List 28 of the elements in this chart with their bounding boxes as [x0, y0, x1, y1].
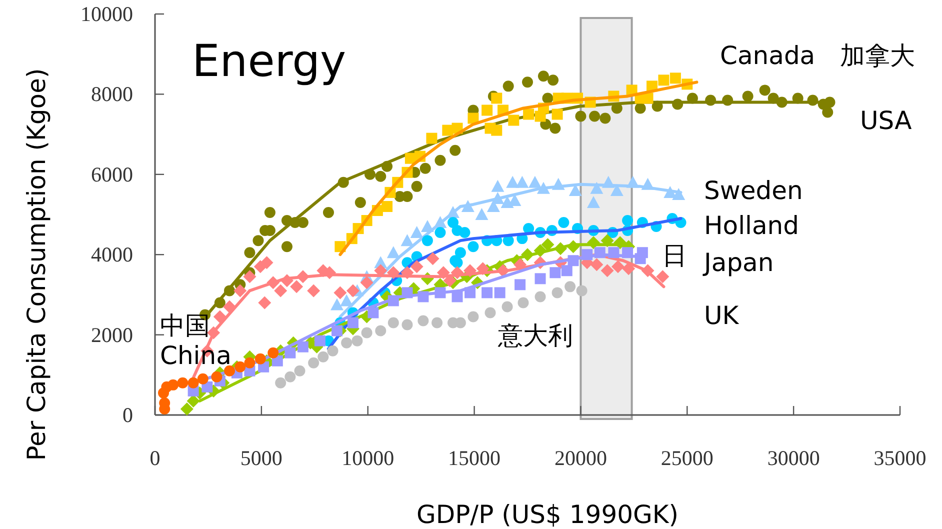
y-tick-label: 6000: [91, 162, 133, 186]
annotation: UK: [704, 301, 740, 330]
x-axis-title: GDP/P (US$ 1990GK): [416, 500, 679, 529]
y-tick-label: 8000: [91, 82, 133, 106]
x-tick-label: 0: [150, 446, 160, 470]
y-tick-label: 10000: [80, 2, 133, 26]
annotation: USA: [860, 106, 912, 135]
x-tick-label: 25000: [660, 446, 714, 470]
annotation: 中国: [160, 311, 210, 340]
x-tick-label: 35000: [874, 446, 926, 470]
annotation: Japan: [702, 248, 774, 277]
x-tick-label: 20000: [554, 446, 607, 470]
annotation: Sweden: [704, 176, 803, 205]
annotation: Canada: [720, 41, 816, 70]
x-tick-label: 15000: [448, 446, 501, 470]
annotation: 日: [662, 241, 687, 270]
x-tick-label: 30000: [767, 446, 820, 470]
annotation: China: [160, 341, 232, 370]
y-tick-label: 0: [122, 403, 133, 427]
y-axis-title: Per Capita Consumption (Kgoe): [22, 68, 51, 461]
annotation: 加拿大: [840, 41, 915, 70]
text: Energy: [192, 36, 346, 87]
x-tick-label: 10000: [342, 446, 394, 470]
x-tick-label: 5000: [240, 446, 282, 470]
annotation: Holland: [704, 211, 800, 240]
y-tick-label: 4000: [91, 242, 133, 267]
annotation: 意大利: [497, 321, 573, 350]
y-tick-label: 2000: [91, 322, 133, 347]
